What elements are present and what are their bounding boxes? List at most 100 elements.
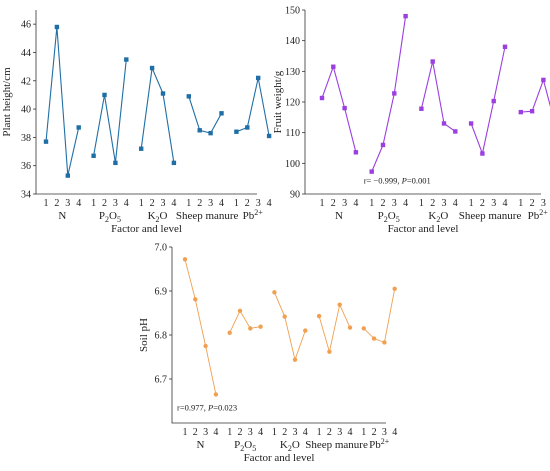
- data-point: [245, 125, 250, 130]
- x-group-label: Pb2+​: [243, 208, 264, 222]
- x-group-label: P2​O5​: [99, 210, 121, 224]
- x-level-label: 2: [530, 198, 535, 209]
- data-point: [331, 64, 336, 69]
- data-point: [403, 13, 408, 19]
- x-level-label: 2: [327, 427, 332, 438]
- y-axis-title: Plant height/cm: [1, 67, 13, 137]
- data-point: [227, 330, 232, 335]
- x-group-label: P2​O5​: [234, 439, 256, 453]
- y-tick-label: 110: [285, 128, 300, 139]
- y-tick-label: 7.0: [155, 243, 168, 254]
- y-axis-title: Fruit weight/g: [272, 70, 284, 133]
- data-point: [248, 326, 253, 331]
- data-point: [54, 24, 60, 30]
- data-point: [171, 160, 177, 166]
- y-tick-label: 100: [285, 159, 300, 170]
- x-level-label: 2: [102, 198, 107, 209]
- data-point: [337, 302, 342, 307]
- x-level-label: 2: [54, 198, 59, 209]
- x-level-label: 2: [430, 198, 435, 209]
- data-point: [380, 142, 386, 148]
- x-level-label: 1: [361, 427, 366, 438]
- series-line: [420, 61, 456, 132]
- x-group-label: Pb2+​: [369, 437, 390, 451]
- x-level-label: 1: [234, 198, 239, 209]
- y-tick-label: 34: [21, 190, 31, 201]
- series-line: [318, 303, 351, 352]
- x-level-label: 3: [65, 198, 70, 209]
- x-level-label: 1: [186, 198, 191, 209]
- series-line: [93, 59, 127, 163]
- data-point: [502, 44, 508, 49]
- series-line: [140, 65, 175, 163]
- data-point: [353, 150, 359, 155]
- x-level-label: 4: [171, 198, 176, 209]
- x-level-label: 3: [161, 198, 166, 209]
- x-group-label: N: [335, 210, 343, 222]
- series-line: [188, 96, 222, 134]
- data-point: [382, 340, 387, 345]
- x-group-label: K2​O: [280, 439, 300, 453]
- data-point: [237, 308, 243, 313]
- x-level-label: 1: [317, 427, 322, 438]
- data-point: [347, 325, 353, 330]
- y-tick-label: 6.7: [155, 375, 168, 386]
- x-level-label: 1: [469, 198, 474, 209]
- x-level-label: 2: [193, 427, 198, 438]
- data-point: [441, 121, 447, 126]
- x-level-label: 1: [369, 198, 374, 209]
- data-point: [193, 297, 198, 302]
- y-tick-label: 130: [285, 67, 300, 78]
- x-axis-title: Factor and level: [111, 223, 182, 235]
- data-point: [430, 59, 435, 64]
- data-point: [282, 314, 287, 319]
- x-level-label: 1: [183, 427, 188, 438]
- y-tick-label: 36: [21, 161, 31, 172]
- x-level-label: 1: [44, 198, 49, 209]
- data-point: [149, 65, 155, 71]
- data-point: [65, 173, 70, 178]
- data-point: [480, 151, 485, 156]
- data-point: [316, 313, 322, 319]
- x-level-label: 2: [372, 427, 377, 438]
- x-level-label: 1: [518, 198, 523, 209]
- series-line: [45, 26, 80, 176]
- data-point: [197, 128, 202, 133]
- data-point: [369, 169, 374, 174]
- x-level-label: 3: [541, 198, 546, 209]
- x-level-label: 1: [139, 198, 144, 209]
- x-level-label: 4: [348, 427, 353, 438]
- data-point: [160, 91, 166, 96]
- x-level-label: 3: [491, 198, 496, 209]
- correlation-annotation: r=0.977, P=0.023: [177, 403, 237, 413]
- data-point: [124, 57, 129, 62]
- y-tick-label: 44: [21, 48, 31, 59]
- data-point: [182, 257, 188, 262]
- x-level-label: 3: [208, 198, 213, 209]
- data-point: [371, 336, 377, 341]
- x-level-label: 4: [258, 427, 263, 438]
- x-level-label: 3: [342, 198, 347, 209]
- x-group-label: Sheep manure: [305, 439, 368, 451]
- series-line: [229, 309, 261, 333]
- data-point: [529, 109, 535, 114]
- data-point: [392, 286, 397, 291]
- x-axis-title: Factor and level: [244, 452, 315, 464]
- x-group-label: Pb2+​: [528, 208, 549, 222]
- y-tick-label: 140: [285, 36, 300, 47]
- data-point: [102, 92, 107, 98]
- x-level-label: 4: [267, 198, 272, 209]
- x-level-label: 4: [124, 198, 129, 209]
- y-tick-label: 150: [285, 6, 300, 17]
- y-tick-label: 6.9: [155, 287, 168, 298]
- data-point: [258, 324, 263, 329]
- y-tick-label: 46: [21, 20, 31, 31]
- data-point: [234, 129, 239, 134]
- data-point: [203, 343, 208, 349]
- x-level-label: 2: [331, 198, 336, 209]
- y-tick-label: 120: [285, 98, 300, 109]
- x-level-label: 2: [245, 198, 250, 209]
